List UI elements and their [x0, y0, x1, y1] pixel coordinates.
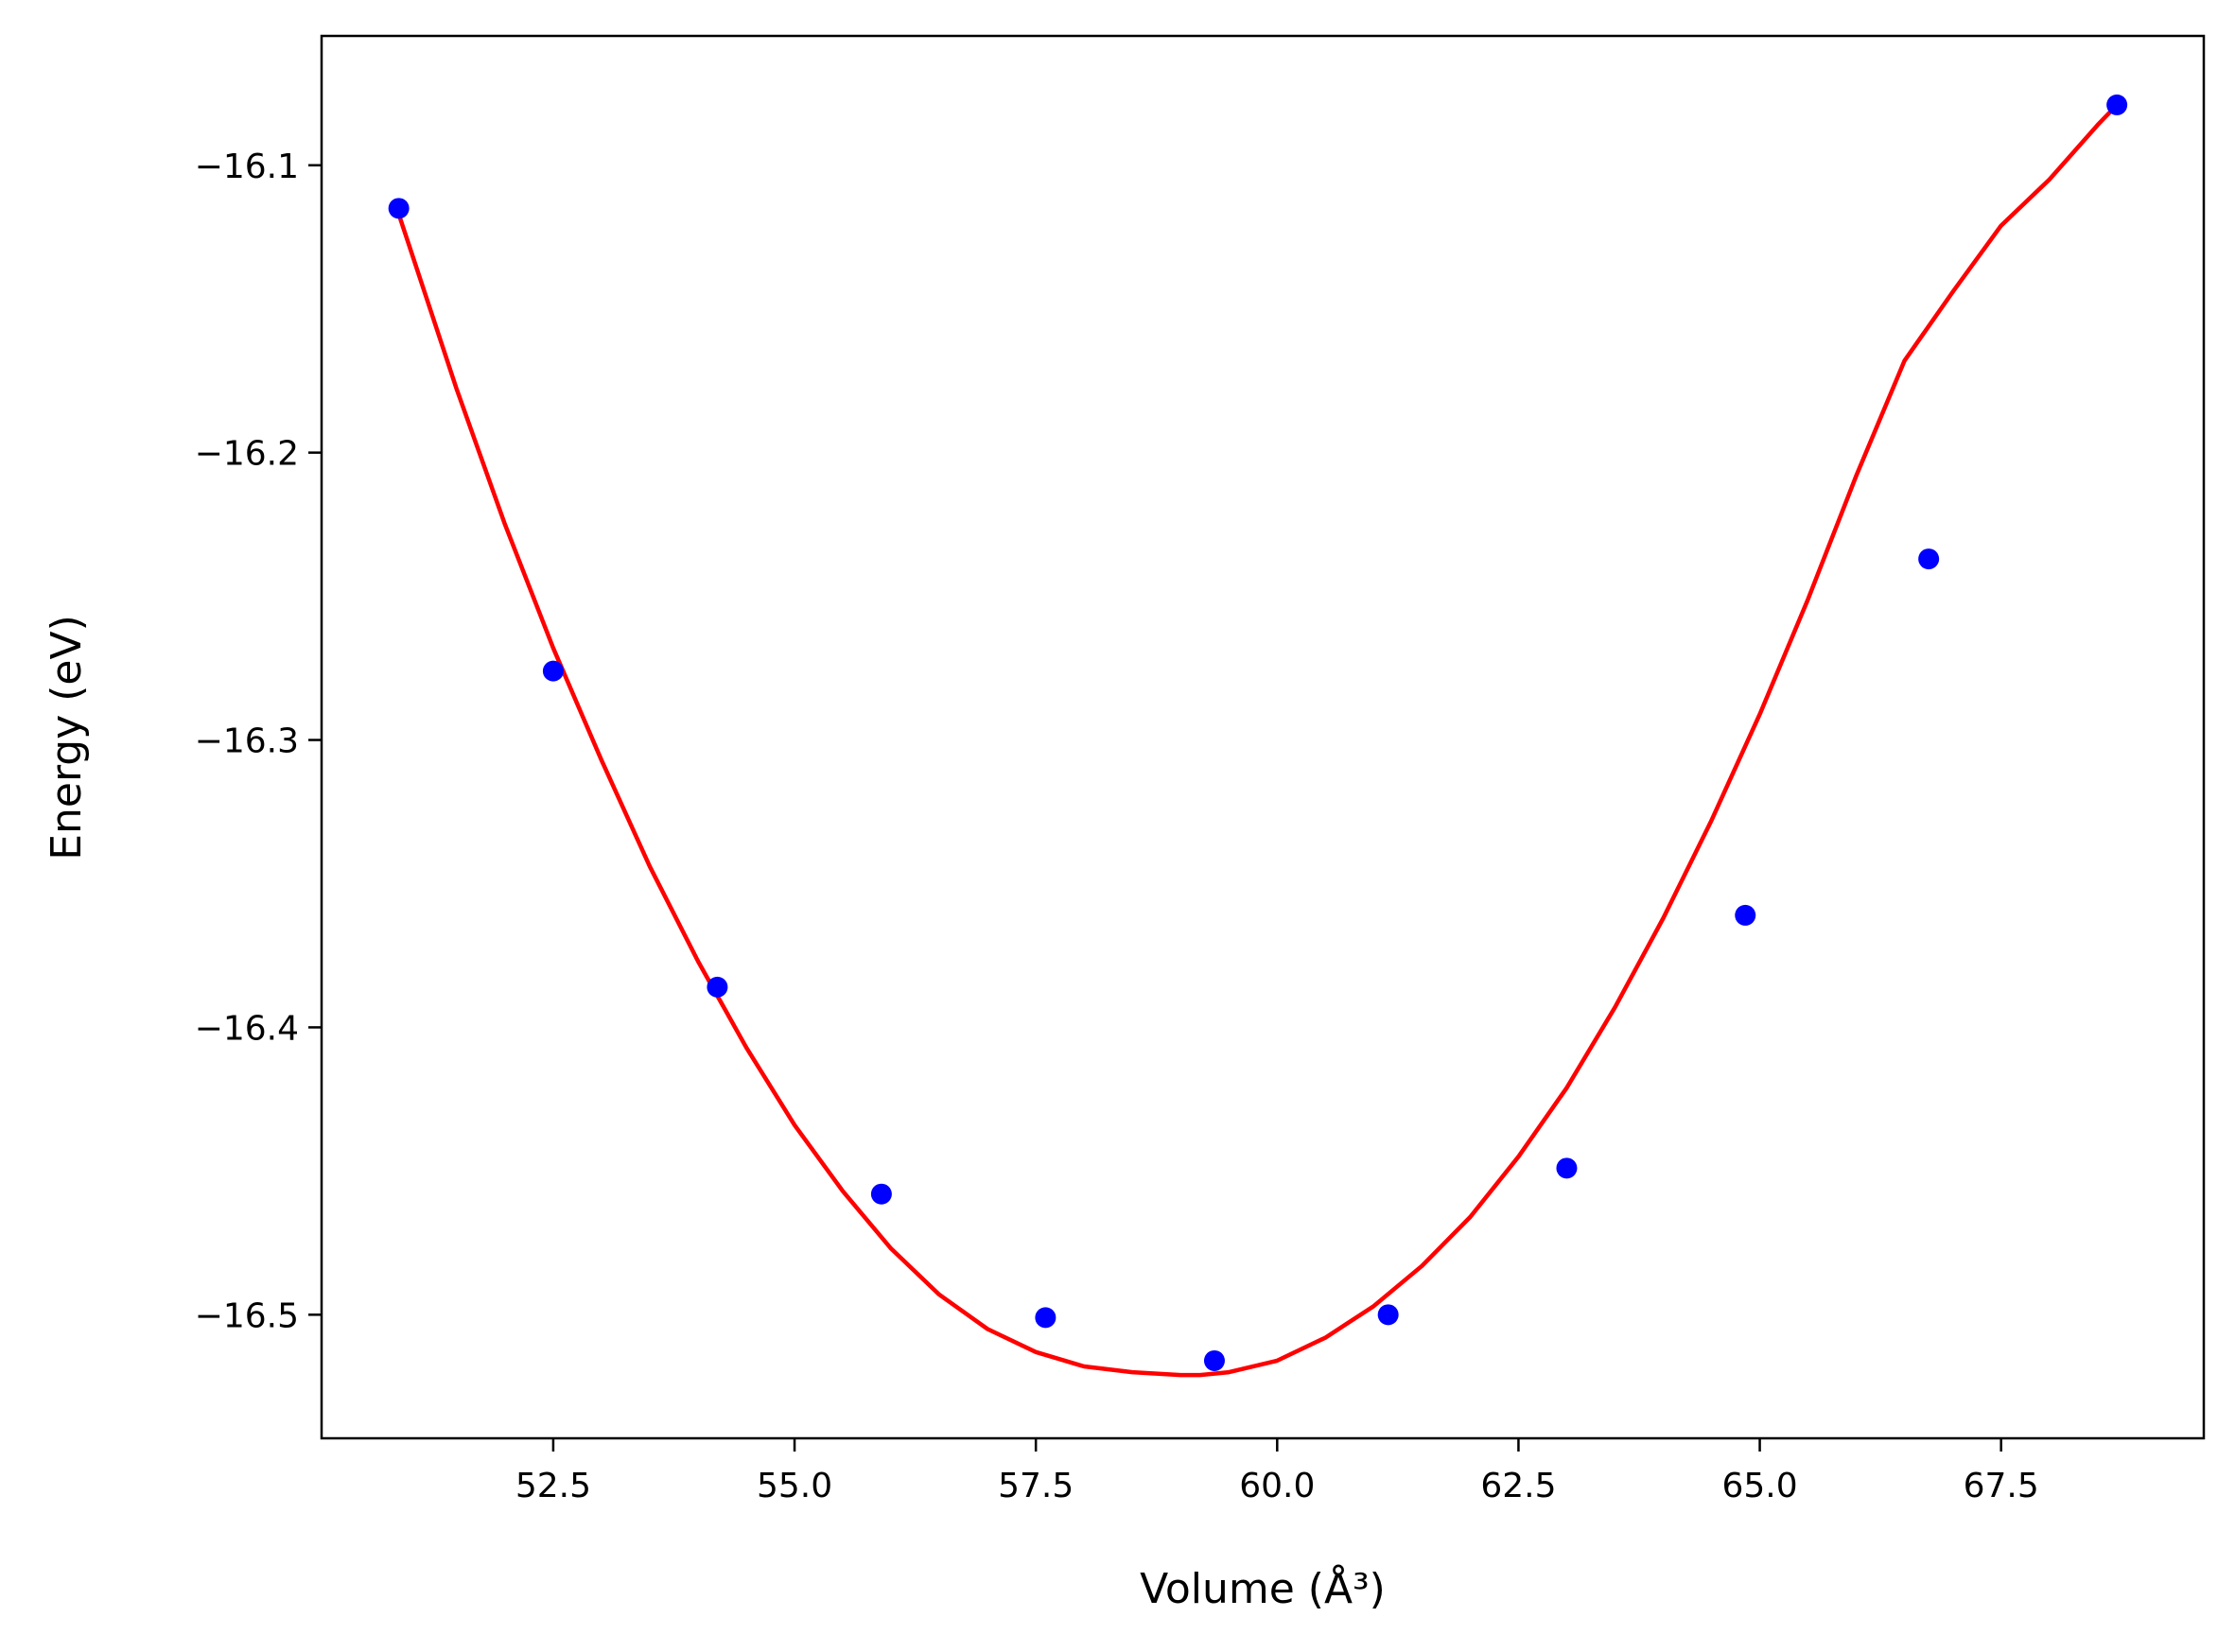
data-point: [870, 1183, 892, 1205]
data-point: [542, 660, 564, 682]
y-tick-label: −16.5: [195, 1296, 299, 1335]
data-point: [1035, 1307, 1056, 1329]
x-tick-label: 57.5: [998, 1467, 1074, 1505]
x-axis-title: Volume (Å³): [1140, 1563, 1386, 1613]
data-point: [388, 198, 410, 219]
data-point: [707, 976, 728, 998]
data-point: [1377, 1304, 1399, 1326]
x-tick-label: 62.5: [1480, 1467, 1556, 1505]
data-point: [1918, 548, 1940, 570]
y-tick-label: −16.4: [195, 1009, 299, 1048]
x-tick-label: 65.0: [1721, 1467, 1797, 1505]
y-tick-label: −16.1: [195, 148, 299, 186]
data-point: [1735, 904, 1756, 926]
y-tick-label: −16.3: [195, 722, 299, 761]
plot-area: [388, 94, 2128, 1378]
fit-curve-line: [396, 103, 2119, 1378]
x-tick-label: 60.0: [1239, 1467, 1315, 1505]
plot-frame: [320, 34, 2206, 1440]
x-tick-label: 55.0: [757, 1467, 832, 1505]
y-axis-title: Energy (eV): [43, 615, 91, 861]
x-tick-label: 67.5: [1964, 1467, 2039, 1505]
y-axis: −16.1 −16.2 −16.3 −16.4 −16.5: [195, 148, 322, 1335]
data-point: [2106, 94, 2128, 115]
x-tick-label: 52.5: [515, 1467, 591, 1505]
y-tick-label: −16.2: [195, 435, 299, 474]
data-point: [1203, 1349, 1225, 1371]
x-axis: 52.5 55.0 57.5 60.0 62.5 65.0 67.5: [515, 1438, 2039, 1505]
data-point: [1556, 1157, 1578, 1179]
